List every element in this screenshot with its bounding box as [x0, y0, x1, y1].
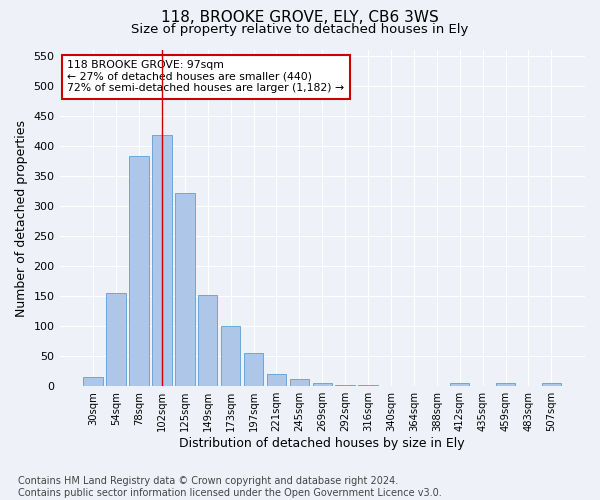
Bar — [267, 374, 286, 386]
Text: Contains HM Land Registry data © Crown copyright and database right 2024.
Contai: Contains HM Land Registry data © Crown c… — [18, 476, 442, 498]
Bar — [542, 383, 561, 386]
Bar — [198, 295, 217, 386]
Bar — [335, 385, 355, 386]
Bar — [83, 377, 103, 386]
Text: Size of property relative to detached houses in Ely: Size of property relative to detached ho… — [131, 22, 469, 36]
Bar — [313, 382, 332, 386]
Text: 118, BROOKE GROVE, ELY, CB6 3WS: 118, BROOKE GROVE, ELY, CB6 3WS — [161, 10, 439, 25]
Bar — [290, 379, 309, 386]
Text: 118 BROOKE GROVE: 97sqm
← 27% of detached houses are smaller (440)
72% of semi-d: 118 BROOKE GROVE: 97sqm ← 27% of detache… — [67, 60, 344, 94]
Bar — [450, 383, 469, 386]
X-axis label: Distribution of detached houses by size in Ely: Distribution of detached houses by size … — [179, 437, 465, 450]
Bar — [129, 156, 149, 386]
Bar — [244, 353, 263, 386]
Bar — [152, 136, 172, 386]
Y-axis label: Number of detached properties: Number of detached properties — [15, 120, 28, 316]
Bar — [358, 385, 378, 386]
Bar — [496, 383, 515, 386]
Bar — [175, 193, 194, 386]
Bar — [106, 293, 126, 386]
Bar — [221, 326, 241, 386]
